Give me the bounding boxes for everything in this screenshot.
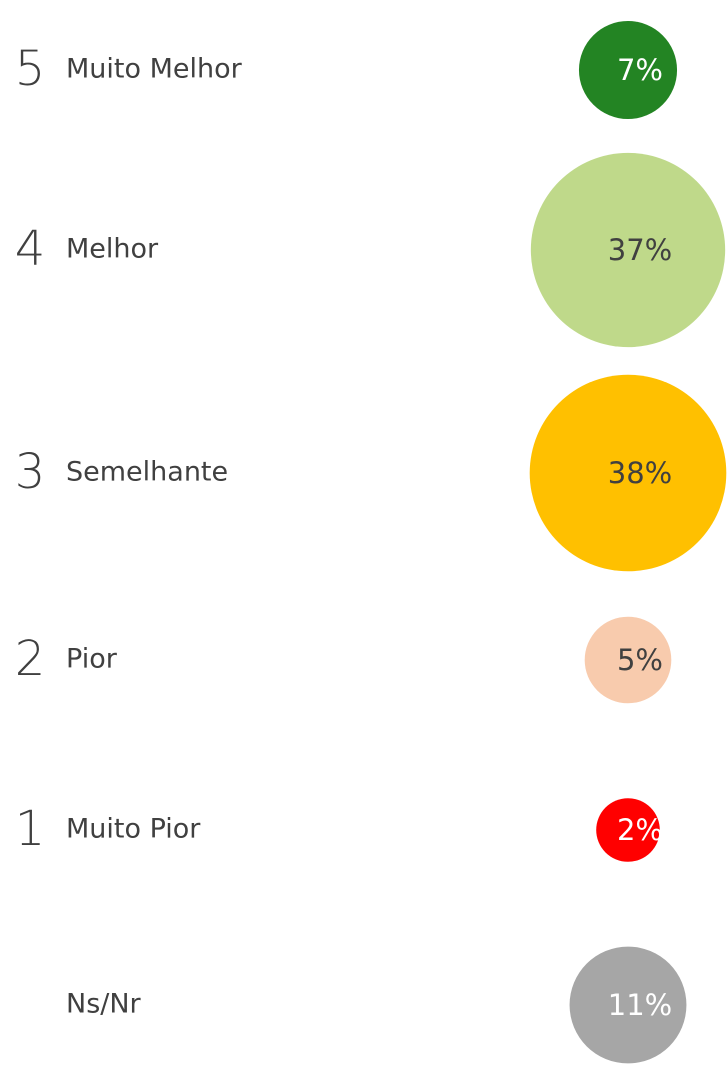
- category-label: Muito Pior: [66, 814, 201, 845]
- bubble: [529, 374, 727, 572]
- rank-number: 2: [15, 631, 46, 687]
- rank-number: 4: [15, 221, 46, 277]
- value-label: 5%: [617, 643, 663, 677]
- category-label: Muito Melhor: [66, 54, 243, 85]
- bubble: [569, 946, 687, 1064]
- value-label: 37%: [608, 233, 672, 267]
- category-label: Melhor: [66, 234, 159, 265]
- bubble: [596, 798, 660, 862]
- value-label: 38%: [608, 456, 672, 490]
- bubble: [584, 616, 672, 704]
- rank-number: 3: [15, 444, 46, 500]
- bubble: [530, 152, 726, 348]
- category-label: Semelhante: [66, 457, 228, 488]
- bubble: [578, 20, 678, 120]
- value-label: 11%: [608, 988, 672, 1022]
- value-label: 7%: [617, 53, 663, 87]
- rank-number: 5: [15, 41, 46, 97]
- category-label: Pior: [66, 644, 118, 675]
- category-label: Ns/Nr: [66, 989, 142, 1020]
- value-label: 2%: [617, 813, 663, 847]
- rank-number: 1: [15, 801, 46, 857]
